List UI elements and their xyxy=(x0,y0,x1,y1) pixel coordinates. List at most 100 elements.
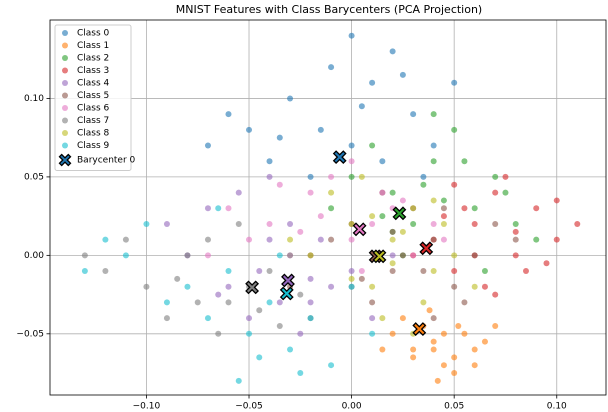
point xyxy=(471,205,478,212)
point xyxy=(369,142,376,149)
point xyxy=(235,189,242,196)
point xyxy=(451,354,458,361)
point xyxy=(143,283,150,290)
point xyxy=(379,213,386,220)
point xyxy=(389,48,396,55)
point xyxy=(492,322,499,329)
legend-label: Class 1 xyxy=(77,41,109,51)
point xyxy=(461,330,468,337)
point xyxy=(533,236,540,243)
point xyxy=(492,291,499,298)
legend-label: Class 8 xyxy=(77,129,110,139)
point xyxy=(430,338,437,345)
point xyxy=(420,299,427,306)
point xyxy=(553,236,560,243)
point xyxy=(225,299,232,306)
point xyxy=(194,299,201,306)
point xyxy=(512,228,519,235)
point xyxy=(471,346,478,353)
legend-marker xyxy=(58,153,72,167)
point xyxy=(348,275,355,282)
point xyxy=(143,220,150,227)
point xyxy=(307,189,314,196)
point xyxy=(471,362,478,369)
x-tick-label: −0.05 xyxy=(235,402,263,412)
point xyxy=(81,252,88,259)
point xyxy=(287,252,294,259)
y-tick-label: 0.10 xyxy=(24,94,44,104)
point xyxy=(481,268,488,275)
barycenter xyxy=(352,222,367,237)
legend-label: Class 3 xyxy=(77,66,109,76)
legend-marker xyxy=(62,130,68,136)
legend-label: Class 0 xyxy=(77,29,110,39)
legend-label: Class 6 xyxy=(77,104,110,114)
point xyxy=(287,346,294,353)
point xyxy=(215,205,222,212)
legend-marker xyxy=(62,117,68,124)
point xyxy=(379,346,386,353)
point xyxy=(420,173,427,180)
point xyxy=(358,275,365,282)
point xyxy=(440,220,447,227)
point xyxy=(204,142,211,149)
point xyxy=(440,213,447,220)
point xyxy=(430,315,437,322)
point xyxy=(328,205,335,212)
point xyxy=(430,111,437,118)
point xyxy=(307,299,314,306)
point xyxy=(297,370,304,377)
point xyxy=(399,315,406,322)
point xyxy=(502,173,509,180)
legend-label: Class 7 xyxy=(77,116,109,126)
barycenter xyxy=(412,322,427,337)
point xyxy=(81,268,88,275)
point xyxy=(297,228,304,235)
point xyxy=(399,197,406,204)
point xyxy=(256,307,263,314)
point xyxy=(553,197,560,204)
point xyxy=(399,252,406,259)
point xyxy=(430,236,437,243)
point xyxy=(276,134,283,141)
point xyxy=(481,283,488,290)
legend-marker xyxy=(62,92,68,99)
barycenter xyxy=(332,150,347,165)
point xyxy=(266,220,273,227)
point xyxy=(358,268,365,275)
point xyxy=(440,205,447,212)
point xyxy=(204,252,211,259)
point xyxy=(389,236,396,243)
point xyxy=(492,173,499,180)
point xyxy=(307,173,314,180)
point xyxy=(204,205,211,212)
point xyxy=(410,111,417,118)
point xyxy=(451,126,458,133)
point xyxy=(235,377,242,384)
point xyxy=(348,158,355,165)
point xyxy=(389,260,396,267)
point xyxy=(451,79,458,86)
point xyxy=(328,236,335,243)
point xyxy=(430,158,437,165)
point xyxy=(328,189,335,196)
point xyxy=(348,236,355,243)
point xyxy=(410,252,417,259)
point xyxy=(225,283,232,290)
point xyxy=(492,220,499,227)
point xyxy=(235,220,242,227)
point xyxy=(256,354,263,361)
point xyxy=(246,330,253,337)
legend-label: Class 5 xyxy=(77,91,109,101)
point xyxy=(420,181,427,188)
barycenter xyxy=(245,280,260,295)
point xyxy=(512,252,519,259)
y-tick-label: 0.05 xyxy=(24,172,44,182)
point xyxy=(399,228,406,235)
point xyxy=(451,252,458,259)
legend: Class 0 Class 1 Class 2 Class 3 Class 4 Class… xyxy=(54,24,136,171)
point xyxy=(389,330,396,337)
point xyxy=(348,32,355,39)
point xyxy=(471,252,478,259)
point xyxy=(410,205,417,212)
